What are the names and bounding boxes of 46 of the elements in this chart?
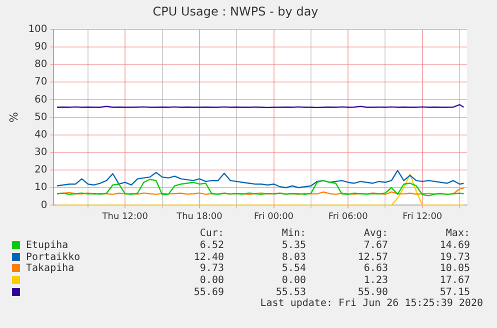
y-tick-label: 50 (34, 112, 48, 123)
text: 5.54 (280, 263, 306, 276)
text: 8.03 (280, 252, 306, 264)
text: 6.63 (362, 263, 388, 276)
text: Avg: (362, 228, 388, 240)
y-tick-label: 30 (34, 147, 48, 158)
text: 1.23 (362, 275, 388, 287)
text: 12.40 (192, 252, 224, 264)
text: Last update: Fri Jun 26 15:25:39 2020 (260, 298, 483, 309)
y-tick-label: 40 (34, 129, 48, 140)
y-tick-label: 90 (34, 42, 48, 53)
x-tick-label: Thu 12:00 (101, 212, 148, 222)
x-tick-label: Thu 18:00 (176, 212, 223, 222)
legend-label: Takapiha (25, 263, 76, 276)
text: 0.00 (280, 275, 306, 287)
text: 7.67 (362, 240, 388, 252)
x-tick-label: Fri 12:00 (402, 212, 442, 222)
x-tick-label: Fri 00:00 (254, 212, 294, 222)
text: Max: (444, 228, 470, 240)
y-tick-label: 20 (34, 164, 48, 176)
text: Min: (280, 228, 306, 240)
text: 55.53 (274, 286, 306, 298)
y-tick-label: 60 (34, 94, 48, 106)
text: Cur: (198, 228, 224, 240)
text: 5.35 (280, 240, 306, 252)
text: 6.52 (198, 240, 224, 252)
y-tick-label: 0 (40, 200, 48, 211)
text: 14.69 (438, 240, 470, 252)
y-tick-label: 80 (34, 59, 48, 70)
text: 12.57 (356, 252, 388, 264)
text: 57.15 (438, 286, 470, 298)
legend-label: Portaikko (25, 252, 82, 263)
text: 19.73 (438, 252, 470, 264)
text: 17.67 (438, 275, 470, 287)
x-tick-label: Fri 06:00 (328, 212, 368, 222)
text: 55.90 (356, 286, 388, 298)
chart-title: CPU Usage : NWPS - by day (152, 4, 318, 18)
legend-label: Etupiha (25, 240, 70, 252)
y-tick-label: 10 (34, 182, 48, 194)
text: 9.73 (198, 263, 224, 276)
text: 0.00 (198, 275, 224, 287)
y-tick-label: 70 (34, 76, 48, 88)
text: 10.05 (438, 263, 470, 276)
y-tick-label: 100 (28, 24, 48, 35)
text: 55.69 (192, 286, 224, 299)
y-axis-title: % (7, 112, 20, 123)
